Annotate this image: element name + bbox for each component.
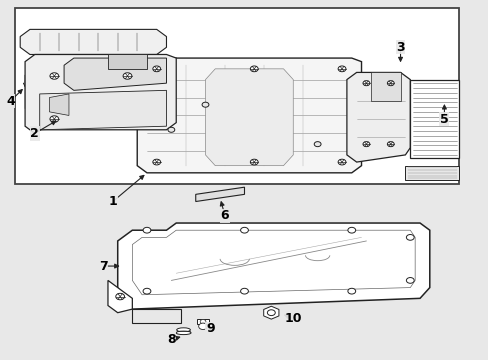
FancyBboxPatch shape xyxy=(15,8,458,184)
Text: 8: 8 xyxy=(167,333,175,346)
Circle shape xyxy=(406,234,413,240)
Polygon shape xyxy=(195,187,244,202)
Circle shape xyxy=(337,66,345,72)
Circle shape xyxy=(386,81,393,86)
Polygon shape xyxy=(108,54,147,69)
Polygon shape xyxy=(370,72,400,101)
Circle shape xyxy=(347,227,355,233)
Circle shape xyxy=(200,320,205,324)
Polygon shape xyxy=(137,58,361,173)
Circle shape xyxy=(202,102,208,107)
Circle shape xyxy=(406,278,413,283)
Text: 2: 2 xyxy=(30,127,39,140)
Polygon shape xyxy=(263,306,278,319)
Polygon shape xyxy=(40,90,166,130)
Polygon shape xyxy=(132,309,181,323)
Circle shape xyxy=(240,288,248,294)
Polygon shape xyxy=(108,280,132,313)
Circle shape xyxy=(116,293,124,300)
Text: 1: 1 xyxy=(108,195,117,208)
Circle shape xyxy=(143,227,151,233)
Text: 9: 9 xyxy=(205,322,214,335)
Polygon shape xyxy=(49,94,69,116)
Circle shape xyxy=(143,288,151,294)
Polygon shape xyxy=(20,30,166,54)
Polygon shape xyxy=(405,166,458,180)
Circle shape xyxy=(123,73,132,79)
Polygon shape xyxy=(409,80,458,158)
Polygon shape xyxy=(25,54,176,134)
Ellipse shape xyxy=(176,328,190,332)
Polygon shape xyxy=(64,58,166,90)
Polygon shape xyxy=(346,72,409,162)
Circle shape xyxy=(50,116,59,122)
Ellipse shape xyxy=(176,331,191,334)
Polygon shape xyxy=(205,69,293,166)
Text: 7: 7 xyxy=(99,260,107,273)
Circle shape xyxy=(362,81,369,86)
Text: 10: 10 xyxy=(284,311,302,325)
Circle shape xyxy=(337,159,345,165)
Text: 6: 6 xyxy=(220,210,229,222)
Circle shape xyxy=(314,141,321,147)
Text: 4: 4 xyxy=(6,95,15,108)
Polygon shape xyxy=(118,223,429,309)
FancyBboxPatch shape xyxy=(196,319,209,324)
Circle shape xyxy=(198,323,207,329)
Circle shape xyxy=(50,73,59,79)
Circle shape xyxy=(250,66,258,72)
Circle shape xyxy=(167,127,174,132)
Text: 5: 5 xyxy=(439,113,448,126)
Circle shape xyxy=(250,159,258,165)
Circle shape xyxy=(240,227,248,233)
Circle shape xyxy=(386,141,393,147)
Text: 3: 3 xyxy=(395,41,404,54)
Circle shape xyxy=(347,288,355,294)
Circle shape xyxy=(267,310,275,316)
Circle shape xyxy=(153,159,160,165)
Circle shape xyxy=(362,141,369,147)
Circle shape xyxy=(153,66,160,72)
